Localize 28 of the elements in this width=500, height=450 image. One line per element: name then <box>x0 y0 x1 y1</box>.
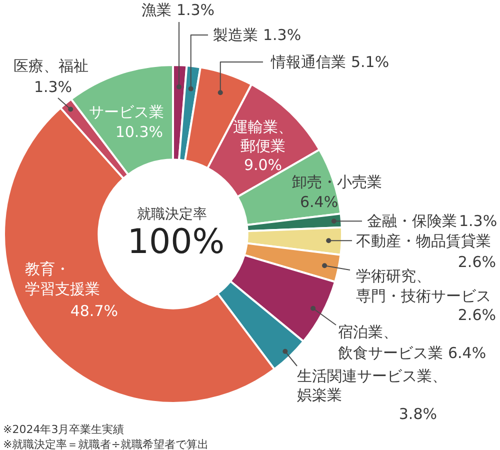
slice-label: 卸売・小売業 <box>292 172 382 191</box>
data-label: 9.0% <box>244 156 282 174</box>
slice-label: 情報通信業 <box>270 52 346 71</box>
data-label: 6.4% <box>448 344 486 362</box>
text: 就職決定率 <box>137 206 207 223</box>
slice-label: 製造業 <box>213 26 258 44</box>
data-label: 1.3% <box>263 26 302 44</box>
data-label: 5.1% <box>351 52 390 71</box>
data-label: 1.3% <box>176 0 215 19</box>
text: ※就職決定率＝就職者÷就職希望者で算出 <box>3 438 208 450</box>
slice-label: 生活関連サービス業、娯楽業 <box>297 366 447 404</box>
slice-label: 漁業 <box>141 0 172 19</box>
slice-label: 金融・保険業 <box>367 212 457 230</box>
data-label: 10.3% <box>115 122 164 141</box>
slice-label: 教育・学習支援業 <box>25 260 100 298</box>
slice-label: サービス業 <box>89 102 164 121</box>
text: ※2024年3月卒業生実績 <box>3 422 124 436</box>
data-label: 1.3% <box>459 212 498 230</box>
data-label: 3.8% <box>398 404 437 423</box>
data-label: 48.7% <box>70 302 118 320</box>
slice-label: 不動産・物品賃貸業 <box>356 232 491 250</box>
data-label: 2.6% <box>458 306 496 324</box>
slice-label: 運輸業、郵便業 <box>233 118 293 155</box>
text: 100% <box>127 222 225 262</box>
slice-label: 宿泊業、飲食サービス業 <box>338 322 443 362</box>
slice-label: 医療、福祉 <box>14 56 88 75</box>
data-label: 1.3% <box>34 78 72 96</box>
data-label: 6.4% <box>300 192 338 211</box>
